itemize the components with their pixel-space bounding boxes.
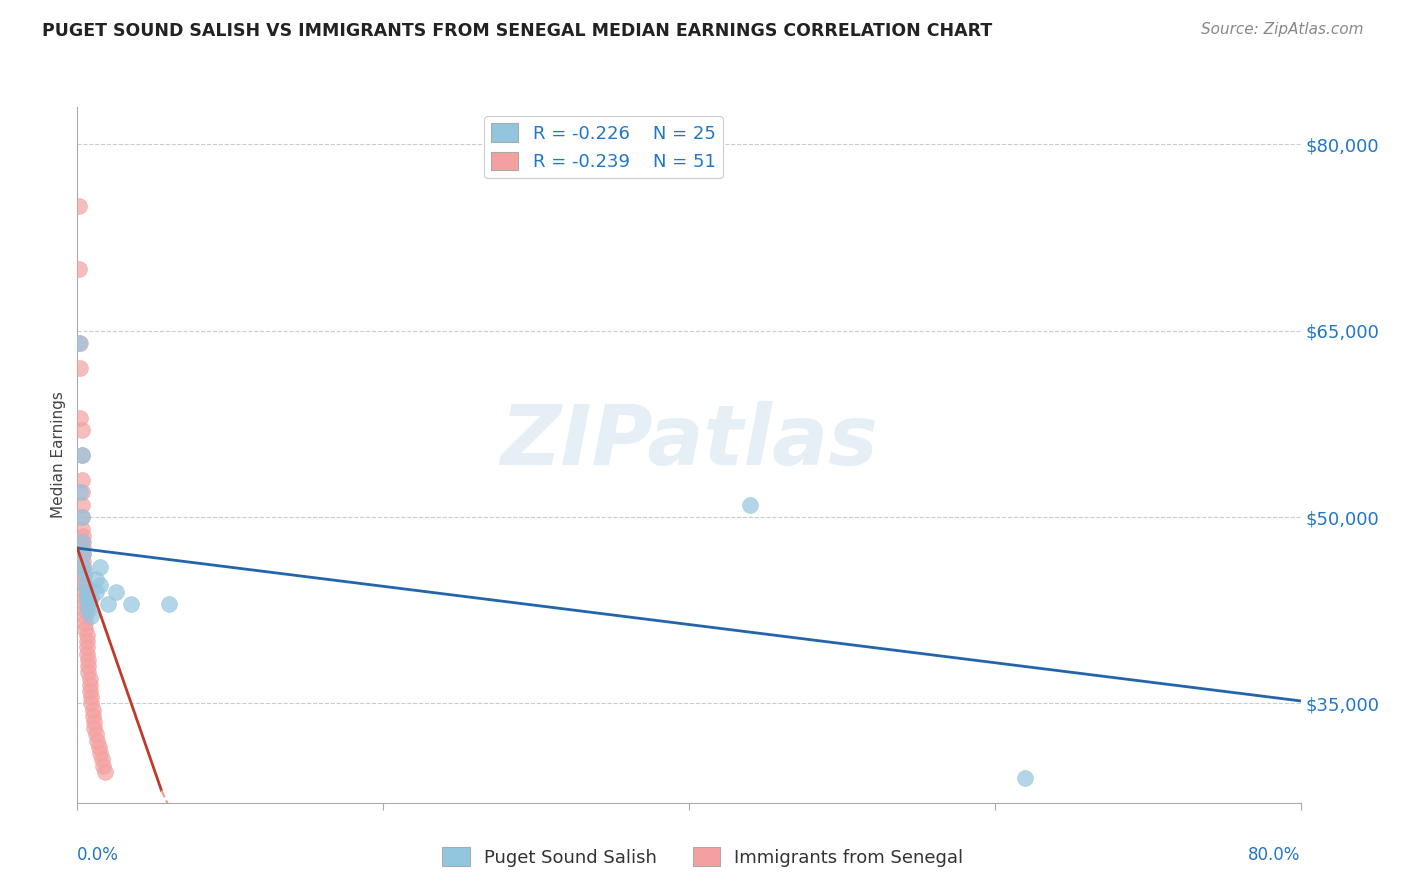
Point bbox=[740, 498, 762, 512]
Point bbox=[69, 360, 91, 375]
Text: PUGET SOUND SALISH VS IMMIGRANTS FROM SENEGAL MEDIAN EARNINGS CORRELATION CHART: PUGET SOUND SALISH VS IMMIGRANTS FROM SE… bbox=[42, 22, 993, 40]
Point bbox=[89, 746, 111, 760]
Point bbox=[80, 609, 103, 624]
Point bbox=[67, 199, 90, 213]
Point bbox=[70, 498, 93, 512]
Point bbox=[76, 584, 98, 599]
Point bbox=[84, 727, 107, 741]
Point bbox=[94, 764, 117, 779]
Point bbox=[67, 336, 90, 351]
Point bbox=[83, 714, 105, 729]
Point bbox=[89, 559, 111, 574]
Point bbox=[1014, 771, 1036, 785]
Point bbox=[72, 566, 94, 580]
Point bbox=[73, 566, 96, 580]
Point bbox=[77, 665, 100, 680]
Point bbox=[70, 510, 93, 524]
Point bbox=[72, 534, 94, 549]
Point bbox=[69, 336, 91, 351]
Point bbox=[70, 510, 93, 524]
Point bbox=[87, 739, 110, 754]
Point bbox=[79, 672, 101, 686]
Point bbox=[86, 733, 108, 747]
Point bbox=[76, 628, 98, 642]
Point bbox=[73, 584, 96, 599]
Point bbox=[84, 572, 107, 586]
Point bbox=[77, 653, 100, 667]
Point bbox=[73, 597, 96, 611]
Point bbox=[69, 485, 91, 500]
Point bbox=[79, 678, 101, 692]
Point bbox=[120, 597, 142, 611]
Point bbox=[80, 690, 103, 705]
Point bbox=[76, 634, 98, 648]
Y-axis label: Median Earnings: Median Earnings bbox=[51, 392, 66, 518]
Legend: R = -0.226    N = 25, R = -0.239    N = 51: R = -0.226 N = 25, R = -0.239 N = 51 bbox=[484, 116, 723, 178]
Point bbox=[67, 261, 90, 276]
Point bbox=[72, 529, 94, 543]
Point bbox=[82, 708, 104, 723]
Point bbox=[73, 603, 96, 617]
Point bbox=[72, 541, 94, 555]
Point bbox=[83, 721, 105, 735]
Point bbox=[82, 703, 104, 717]
Point bbox=[97, 597, 120, 611]
Point bbox=[73, 609, 96, 624]
Point bbox=[80, 591, 103, 605]
Point bbox=[72, 547, 94, 561]
Text: 80.0%: 80.0% bbox=[1249, 847, 1301, 864]
Point bbox=[76, 640, 98, 655]
Point bbox=[76, 591, 98, 605]
Point bbox=[72, 559, 94, 574]
Legend: Puget Sound Salish, Immigrants from Senegal: Puget Sound Salish, Immigrants from Sene… bbox=[436, 840, 970, 874]
Point bbox=[91, 758, 114, 772]
Point bbox=[70, 423, 93, 437]
Text: ZIPatlas: ZIPatlas bbox=[501, 401, 877, 482]
Text: Source: ZipAtlas.com: Source: ZipAtlas.com bbox=[1201, 22, 1364, 37]
Point bbox=[73, 615, 96, 630]
Point bbox=[69, 410, 91, 425]
Point bbox=[70, 485, 93, 500]
Point bbox=[104, 584, 127, 599]
Point bbox=[73, 578, 96, 592]
Point bbox=[79, 684, 101, 698]
Point bbox=[72, 572, 94, 586]
Point bbox=[77, 659, 100, 673]
Point bbox=[84, 584, 107, 599]
Point bbox=[70, 473, 93, 487]
Point bbox=[77, 597, 100, 611]
Point bbox=[73, 578, 96, 592]
Point bbox=[72, 559, 94, 574]
Point bbox=[72, 547, 94, 561]
Point bbox=[80, 697, 103, 711]
Point bbox=[72, 553, 94, 567]
Point bbox=[70, 534, 93, 549]
Point bbox=[70, 448, 93, 462]
Point bbox=[73, 622, 96, 636]
Point bbox=[77, 603, 100, 617]
Text: 0.0%: 0.0% bbox=[77, 847, 120, 864]
Point bbox=[76, 647, 98, 661]
Point bbox=[90, 752, 112, 766]
Point bbox=[157, 597, 180, 611]
Point bbox=[73, 591, 96, 605]
Point bbox=[70, 448, 93, 462]
Point bbox=[89, 578, 111, 592]
Point bbox=[70, 523, 93, 537]
